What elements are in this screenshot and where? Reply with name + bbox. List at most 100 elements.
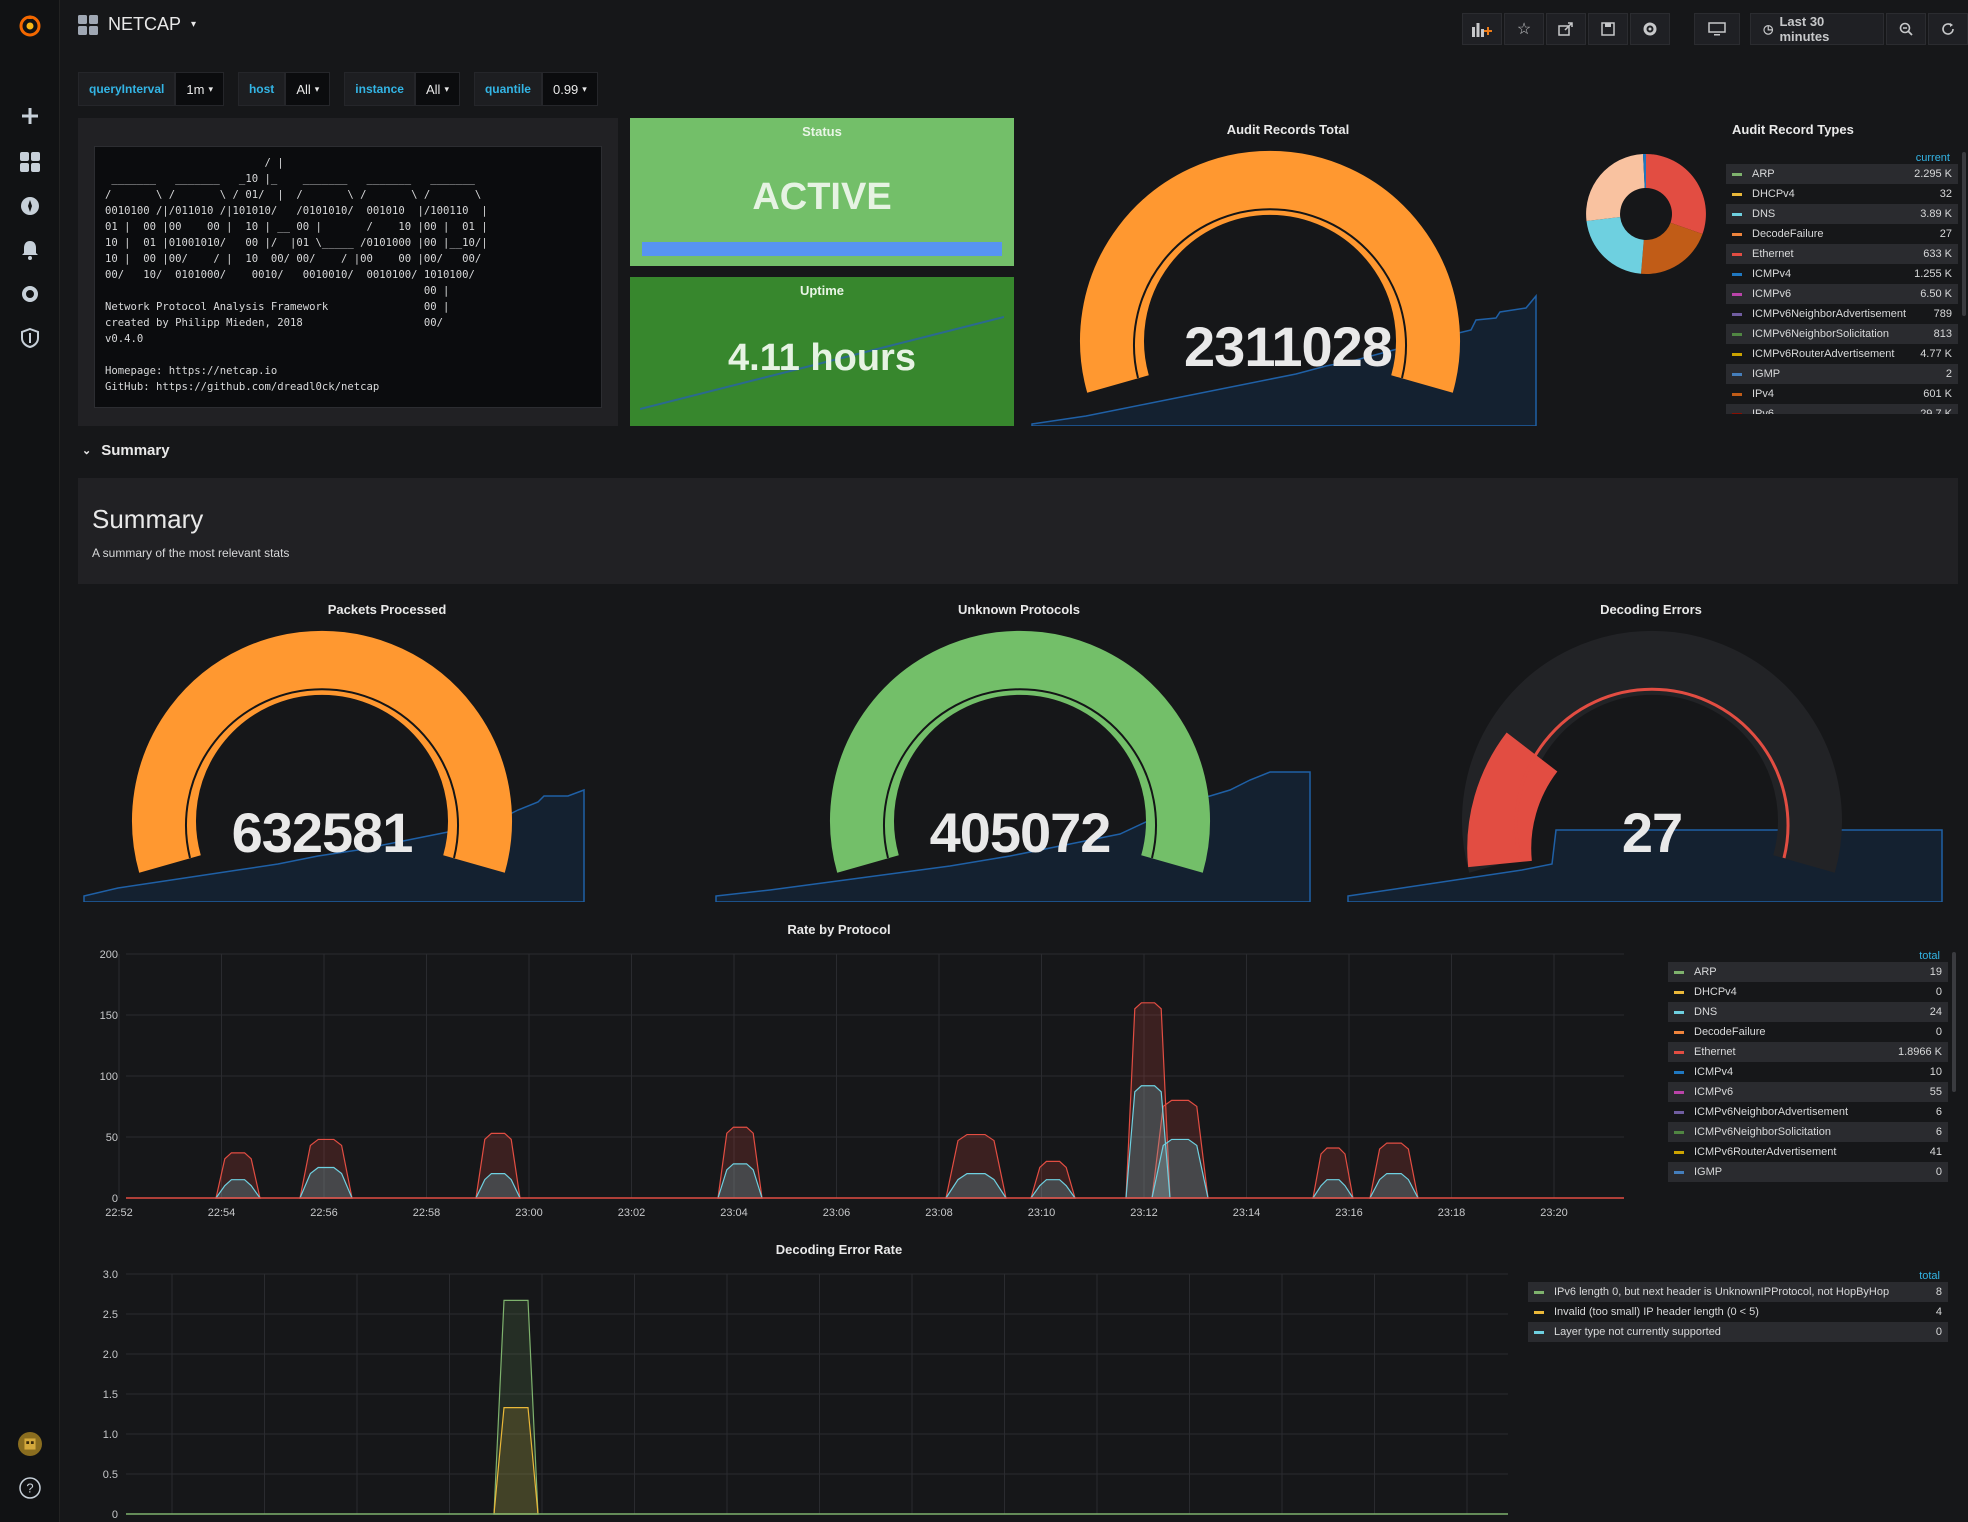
variable-dropdown[interactable]: 1m ▾ <box>175 72 224 106</box>
grafana-logo-icon[interactable] <box>18 14 42 38</box>
rate-by-protocol-chart: 0 50 100 150 200 22:52 22:54 22:56 22:58 23:00 23:… <box>100 949 1624 1219</box>
x-tick-label: 23:20 <box>1540 1207 1568 1219</box>
share-button[interactable] <box>1546 13 1586 45</box>
variable-dropdown[interactable]: 0.99 ▾ <box>541 72 598 106</box>
legend-item[interactable]: DHCPv4 0 <box>1668 982 1948 1002</box>
legend-series: ICMPv6 <box>1674 1086 1733 1098</box>
variable-dropdown[interactable]: All ▾ <box>414 72 460 106</box>
legend-item[interactable]: IGMP 2 <box>1726 364 1958 384</box>
legend-item[interactable]: ICMPv6 6.50 K <box>1726 284 1958 304</box>
refresh-button[interactable] <box>1928 13 1968 45</box>
pie-slice-other[interactable] <box>1586 154 1645 221</box>
legend-series: ARP <box>1674 966 1717 978</box>
legend-item[interactable]: ICMPv6 55 <box>1668 1082 1948 1102</box>
legend-series: IPv6 <box>1732 408 1774 414</box>
legend-item[interactable]: ICMPv6NeighborAdvertisement 6 <box>1668 1102 1948 1122</box>
errors-gauge <box>1347 630 1943 902</box>
star-button[interactable]: ☆ <box>1504 13 1544 45</box>
legend-item[interactable]: Ethernet 633 K <box>1726 244 1958 264</box>
y-tick-label: 3.0 <box>103 1269 118 1281</box>
unknown-gauge <box>715 630 1311 902</box>
legend-color-swatch <box>1732 292 1742 296</box>
pie-slice-ethernet[interactable] <box>1646 154 1706 234</box>
legend-item[interactable]: ICMPv6NeighborAdvertisement 789 <box>1726 304 1958 324</box>
dashboard-picker[interactable]: NETCAP ▾ <box>78 14 196 35</box>
legend-item[interactable]: Ethernet 1.8966 K <box>1668 1042 1948 1062</box>
legend-color-swatch <box>1674 970 1684 974</box>
row-summary-header[interactable]: ⌄ Summary <box>82 442 170 459</box>
legend-label: IGMP <box>1694 1166 1723 1178</box>
variable-dropdown[interactable]: All ▾ <box>285 72 331 106</box>
legend-scrollbar[interactable] <box>1952 952 1956 1092</box>
star-icon: ☆ <box>1516 21 1532 38</box>
alerting-bell-icon[interactable] <box>18 238 42 262</box>
packets-value: 632581 <box>231 801 414 864</box>
legend-item[interactable]: ICMPv4 1.255 K <box>1726 264 1958 284</box>
legend-scrollbar[interactable] <box>1962 152 1966 316</box>
explore-compass-icon[interactable] <box>18 194 42 218</box>
legend-value: 6.50 K <box>1920 288 1952 300</box>
legend-label: DNS <box>1694 1006 1718 1018</box>
legend-item[interactable]: ARP 2.295 K <box>1726 164 1958 184</box>
pie-slice-icmpv4[interactable] <box>1643 153 1646 188</box>
legend-item[interactable]: DecodeFailure 0 <box>1668 1022 1948 1042</box>
zoom-out-button[interactable] <box>1886 13 1926 45</box>
legend-item[interactable]: ICMPv6NeighborSolicitation 6 <box>1668 1122 1948 1142</box>
legend-item[interactable]: ICMPv6RouterAdvertisement 4.77 K <box>1726 344 1958 364</box>
settings-button[interactable] <box>1630 13 1670 45</box>
legend-label: ARP <box>1752 168 1775 180</box>
pie-slice-ipv4[interactable] <box>1641 222 1703 275</box>
legend-color-swatch <box>1674 1090 1684 1094</box>
dashboards-icon[interactable] <box>18 150 42 174</box>
legend-item[interactable]: IGMP 0 <box>1668 1162 1948 1182</box>
legend-item[interactable]: ICMPv6NeighborSolicitation 813 <box>1726 324 1958 344</box>
decoding-errors-panel: Decoding Errors 27 <box>1342 596 1960 902</box>
gauge-arc <box>132 630 512 873</box>
cycle-view-mode-button[interactable] <box>1694 13 1740 45</box>
user-avatar[interactable] <box>18 1432 42 1456</box>
legend-item[interactable]: DNS 3.89 K <box>1726 204 1958 224</box>
x-tick-label: 23:00 <box>515 1207 543 1219</box>
plus-icon[interactable] <box>18 104 42 128</box>
ascii-banner: / | _______ _______ _10 |_ _______ _____… <box>105 157 488 393</box>
time-picker-button[interactable]: ◷ Last 30 minutes <box>1750 13 1884 45</box>
variable-label: quantile <box>473 72 542 106</box>
legend-label: IPv6 <box>1752 408 1775 414</box>
legend-item[interactable]: ICMPv6RouterAdvertisement 41 <box>1668 1142 1948 1162</box>
legend-item[interactable]: Invalid (too small) IP header length (0 … <box>1528 1302 1948 1322</box>
legend-label: DecodeFailure <box>1752 228 1824 240</box>
legend-series: ICMPv6NeighborAdvertisement <box>1732 308 1906 320</box>
legend-column-header[interactable]: total <box>1919 1270 1940 1282</box>
legend-value: 2 <box>1945 368 1952 380</box>
legend-item[interactable]: DHCPv4 32 <box>1726 184 1958 204</box>
legend-item[interactable]: ICMPv4 10 <box>1668 1062 1948 1082</box>
configuration-gear-icon[interactable] <box>18 282 42 306</box>
x-tick-label: 23:16 <box>1335 1207 1363 1219</box>
summary-text-panel: Summary A summary of the most relevant s… <box>78 478 1958 584</box>
row-title: Summary <box>101 442 170 459</box>
pie-slice-dns[interactable] <box>1586 217 1644 274</box>
x-tick-label: 23:08 <box>925 1207 953 1219</box>
legend-column-header[interactable]: current <box>1915 152 1950 164</box>
variable-label: host <box>237 72 286 106</box>
y-tick-label: 1.0 <box>103 1429 118 1441</box>
cog-icon <box>1643 22 1657 36</box>
legend-item[interactable]: Layer type not currently supported 0 <box>1528 1322 1948 1342</box>
save-button[interactable] <box>1588 13 1628 45</box>
legend-item[interactable]: ARP 19 <box>1668 962 1948 982</box>
legend-item[interactable]: DNS 24 <box>1668 1002 1948 1022</box>
legend-series: ICMPv4 <box>1674 1066 1733 1078</box>
legend-item[interactable]: IPv4 601 K <box>1726 384 1958 404</box>
legend-value: 29.7 K <box>1920 408 1952 414</box>
x-tick-label: 23:04 <box>720 1207 748 1219</box>
server-admin-shield-icon[interactable] <box>18 326 42 350</box>
legend-value: 0 <box>1935 1026 1942 1038</box>
legend-item[interactable]: DecodeFailure 27 <box>1726 224 1958 244</box>
legend-value: 4 <box>1935 1306 1942 1318</box>
help-icon[interactable]: ? <box>18 1476 42 1500</box>
y-tick-label: 0.5 <box>103 1469 118 1481</box>
add-panel-button[interactable] <box>1462 13 1502 45</box>
legend-item[interactable]: IPv6 29.7 K <box>1726 404 1958 414</box>
legend-item[interactable]: IPv6 length 0, but next header is Unknow… <box>1528 1282 1948 1302</box>
legend-column-header[interactable]: total <box>1919 950 1940 962</box>
